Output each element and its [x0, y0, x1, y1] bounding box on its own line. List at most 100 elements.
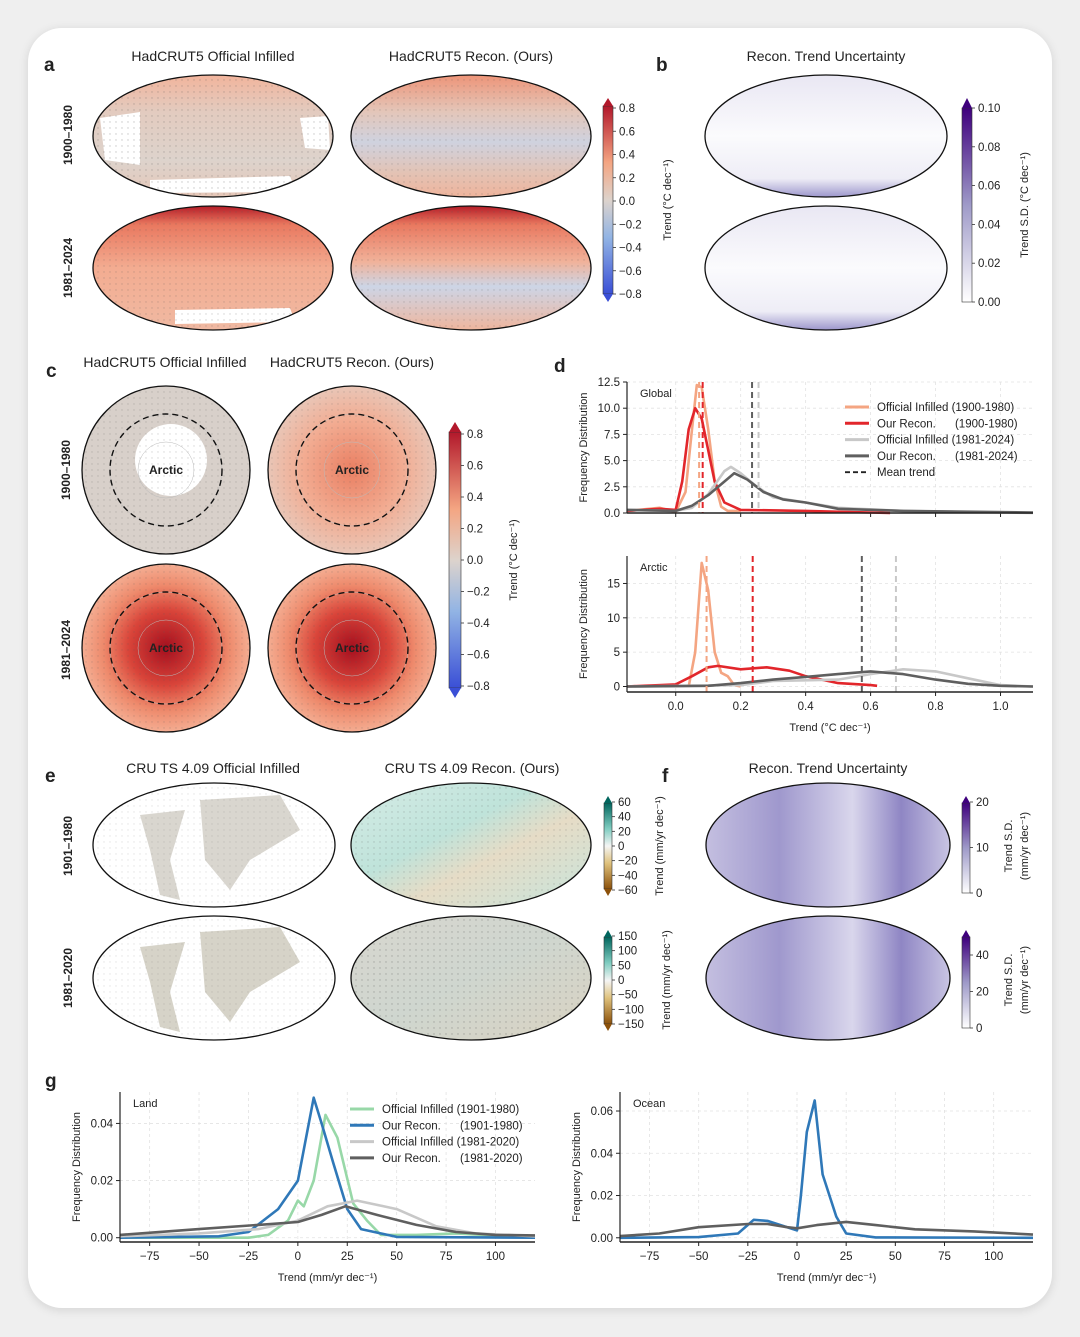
- colorbar-b-label: Trend S.D. (°C dec⁻¹): [1019, 152, 1031, 258]
- x-tick-label: 0.8: [928, 701, 944, 713]
- colorbar-e-1-tick-label: −60: [618, 885, 638, 897]
- y-tick-label: 10: [607, 613, 620, 625]
- colorbar-c-tick-label: 0.0: [467, 555, 483, 567]
- colorbar-e-2-tick-label: 0: [618, 975, 624, 987]
- legend-label: Mean trend: [877, 467, 935, 479]
- x-tick-label: 0.0: [668, 701, 684, 713]
- colorbar-e-1-tick-label: 20: [618, 826, 631, 838]
- x-tick-label: 100: [984, 1251, 1003, 1263]
- y-axis-label: Frequency Distribution: [578, 569, 590, 679]
- x-tick-label: 0: [295, 1251, 301, 1263]
- colorbar-e-1-tick-label: −40: [618, 870, 638, 882]
- series-line-0: [120, 1113, 536, 1239]
- colorbar-a-tick-label: 0.6: [619, 126, 635, 138]
- legend-label: Our Recon. (1901-1980): [382, 1120, 523, 1132]
- y-axis-label: Frequency Distribution: [571, 1112, 583, 1222]
- series-line-1: [619, 1220, 1034, 1238]
- y-tick-label: 10.0: [598, 403, 620, 415]
- series-line-0: [626, 383, 741, 514]
- y-tick-label: 0.06: [591, 1106, 613, 1118]
- y-tick-label: 0.02: [591, 1191, 613, 1203]
- series-line-1: [626, 664, 878, 688]
- legend-label: Our Recon. (1900-1980): [877, 418, 1018, 430]
- y-tick-label: 0.04: [91, 1118, 114, 1130]
- region-label: Arctic: [335, 463, 369, 477]
- map-b-uncertainty-1900: [704, 74, 948, 198]
- legend-label: Our Recon. (1981-2024): [877, 451, 1018, 463]
- series-line-0: [619, 1099, 1034, 1240]
- arctic-circle-line: [295, 591, 409, 705]
- colorbar-f-2-label-1: Trend S.D.: [1003, 954, 1015, 1007]
- x-tick-label: 75: [938, 1251, 951, 1263]
- x-tick-label: 25: [840, 1251, 853, 1263]
- panel-label-g: g: [45, 1071, 57, 1092]
- y-axis-label: Frequency Distribution: [71, 1112, 83, 1222]
- panel-label-a: a: [44, 55, 55, 76]
- colorbar-f-1-tick-label: 0: [976, 888, 982, 900]
- plot-g-ocean: −75 −50 −25 0 25 50 75 100 0.00 0.02 0.04 0.06 Ocean…: [571, 1092, 1034, 1284]
- colorbar-c-tick-label: −0.4: [467, 618, 490, 630]
- colorbar-a-label: Trend (°C dec⁻¹): [662, 159, 674, 240]
- x-tick-label: 50: [889, 1251, 902, 1263]
- panel-a-title-official: HadCRUT5 Official Infilled: [131, 48, 294, 64]
- y-tick-label: 0.00: [591, 1233, 613, 1245]
- plot-region-label: Arctic: [640, 562, 668, 574]
- y-tick-label: 7.5: [604, 429, 620, 441]
- colorbar-a-tick-label: 0.2: [619, 173, 635, 185]
- x-axis-label: Trend (mm/yr dec⁻¹): [777, 1272, 877, 1284]
- series-line-0: [687, 561, 741, 688]
- colorbar-f-1-tick-label: 10: [976, 843, 989, 855]
- y-axis-label: Frequency Distribution: [578, 392, 590, 502]
- series-line-3: [626, 471, 1034, 514]
- colorbar-b-tick-label: 0.06: [978, 181, 1000, 193]
- region-label: Arctic: [149, 641, 183, 655]
- map-e-recon-1981: [350, 915, 592, 1041]
- colorbar-c-label: Trend (°C dec⁻¹): [508, 519, 520, 600]
- x-tick-label: 25: [341, 1251, 354, 1263]
- colorbar-e-2-tick-label: 100: [618, 946, 637, 958]
- plot-g-land: −75 −50 −25 0 25 50 75 100 0.00 0.02 0.04 Land Frequ…: [71, 1092, 536, 1284]
- panel-e-row-label-1: 1901–1980: [61, 816, 75, 876]
- panel-c-row-label-2: 1981–2024: [59, 620, 73, 680]
- colorbar-e-1-tick-label: 0: [618, 841, 624, 853]
- colorbar-f-1: [961, 796, 971, 894]
- panel-a-row-label-1: 1900–1980: [61, 105, 75, 165]
- y-tick-label: 12.5: [598, 377, 620, 389]
- polar-map-recon-1900: Arctic: [267, 385, 437, 555]
- colorbar-e-2-tick-label: 50: [618, 960, 631, 972]
- map-f-uncertainty-1901: [705, 782, 951, 908]
- colorbar-a-tick-label: 0.8: [619, 103, 635, 115]
- y-tick-label: 15: [607, 578, 620, 590]
- colorbar-f-2-tick-label: 0: [976, 1023, 982, 1035]
- x-tick-label: 0.4: [798, 701, 815, 713]
- colorbar-a-tick-label: 0.0: [619, 196, 635, 208]
- map-e-recon-1901: [350, 782, 592, 908]
- x-tick-label: 50: [390, 1251, 403, 1263]
- panel-a-title-recon: HadCRUT5 Recon. (Ours): [389, 48, 553, 64]
- x-tick-label: −25: [738, 1251, 758, 1263]
- colorbar-b-tick-label: 0.00: [978, 297, 1000, 309]
- map-a-recon-1981: [350, 205, 592, 331]
- series-line-3: [626, 670, 1034, 688]
- arctic-circle-line: [109, 591, 223, 705]
- polar-map-recon-1981: Arctic: [267, 563, 437, 733]
- panel-e-row-label-2: 1981–2020: [61, 948, 75, 1008]
- colorbar-e-1: [603, 796, 613, 896]
- colorbar-a-tick-label: 0.4: [619, 150, 636, 162]
- legend-label: Official Infilled (1901-1980): [382, 1104, 519, 1116]
- colorbar-e-1-tick-label: −20: [618, 856, 638, 868]
- colorbar-a-tick-label: −0.2: [619, 219, 642, 231]
- polar-map-official-1900: Arctic: [81, 385, 251, 555]
- panel-b-title: Recon. Trend Uncertainty: [747, 48, 906, 64]
- colorbar-a-tick-label: −0.6: [619, 266, 642, 278]
- colorbar-f-2: [961, 930, 971, 1029]
- legend-label: Our Recon. (1981-2020): [382, 1153, 523, 1165]
- colorbar-e-1-tick-label: 40: [618, 812, 631, 824]
- colorbar-e-2-tick-label: 150: [618, 931, 637, 943]
- map-a-recon-1900: [350, 74, 592, 198]
- panel-e-title-recon: CRU TS 4.09 Recon. (Ours): [385, 760, 560, 776]
- polar-map-official-1981: Arctic: [81, 563, 251, 733]
- x-tick-label: −25: [239, 1251, 259, 1263]
- series-line-2: [119, 1199, 536, 1238]
